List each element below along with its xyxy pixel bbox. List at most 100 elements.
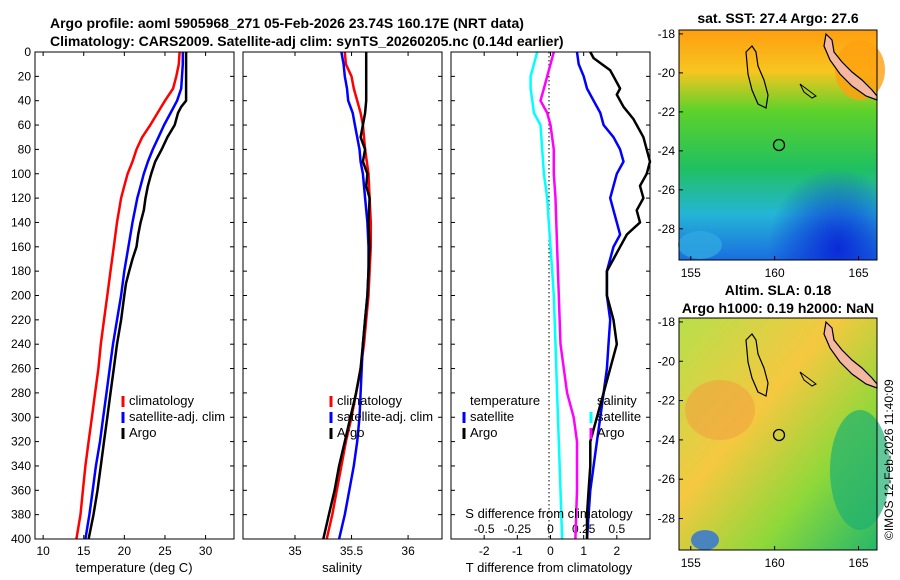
depth-tick-label: 100: [11, 167, 31, 181]
temperature-tick-labels: 10 15 20 25 30: [35, 51, 234, 558]
t-difference-xlabel: T difference from climatology: [466, 560, 633, 575]
coastline-islet: [799, 371, 817, 387]
s-difference-xlabel: S difference from climatology: [465, 506, 633, 521]
x-tick-label: 35: [288, 544, 302, 558]
sla-map-frame: [678, 317, 878, 551]
x-tick-label: 10: [36, 544, 50, 558]
lon-tick-label: 165: [849, 556, 869, 570]
sla-map-panel: Altim. SLA: 0.18 Argo h1000: 0.19 h2000:…: [658, 282, 890, 570]
series-satellite-adj-clim: [84, 52, 185, 540]
series-s-satellite-clim: [539, 51, 579, 540]
lat-tick-label: -20: [658, 66, 676, 80]
coastline-island: [745, 45, 769, 109]
temperature-legend: climatology satellite-adj. clim Argo: [121, 393, 225, 440]
lon-tick-label: 160: [765, 266, 785, 280]
sst-lon-labels: 155 160 165: [681, 256, 869, 280]
salinity-xlabel: salinity: [322, 560, 362, 575]
s-diff-tick-label: 0.25: [572, 522, 596, 536]
depth-tick-label: 80: [18, 142, 32, 156]
lat-tick-label: -28: [658, 512, 676, 526]
series-climatology: [325, 51, 373, 540]
difference-axes-frame: [450, 51, 651, 540]
lat-tick-label: -20: [658, 354, 676, 368]
x-tick-label: 15: [77, 544, 91, 558]
lat-tick-label: -26: [658, 472, 676, 486]
depth-tick-labels: 0 20 40 60 80 100 120 140 160 180 200 220 240 260 280 3…: [11, 45, 31, 546]
salinity-tick-labels: 35 35.5 36: [243, 51, 442, 558]
depth-tick-label: 240: [11, 337, 31, 351]
salinity-axes-frame: [242, 51, 443, 540]
x-tick-label: -1: [512, 544, 523, 558]
series-t-satellite-clim: [529, 51, 564, 540]
imos-credit: ©IMOS 12-Feb-2026 11:40:09: [882, 379, 896, 540]
sla-lon-labels: 155 160 165: [681, 546, 869, 570]
sla-high-patch: [685, 380, 755, 440]
lat-tick-label: -28: [658, 222, 676, 236]
depth-tick-label: 40: [18, 94, 32, 108]
legend-t-argo-label: Argo: [470, 425, 497, 440]
x-tick-label: 25: [158, 544, 172, 558]
depth-tick-label: 140: [11, 215, 31, 229]
depth-tick-label: 320: [11, 435, 31, 449]
legend-climatology-label: climatology: [129, 393, 195, 408]
legend-climatology-label: climatology: [337, 393, 403, 408]
lat-tick-label: -26: [658, 183, 676, 197]
depth-tick-label: 300: [11, 410, 31, 424]
figure-title-line2: Climatology: CARS2009. Satellite-adj cli…: [50, 33, 564, 49]
sla-map-title-line1: Altim. SLA: 0.18: [725, 282, 832, 298]
x-tick-label: 30: [199, 544, 213, 558]
legend-salinity-title: salinity: [597, 393, 637, 408]
depth-tick-label: 0: [24, 45, 31, 59]
legend-temperature-title: temperature: [470, 393, 540, 408]
coastline-island: [745, 333, 769, 397]
sst-warm-patch: [835, 40, 885, 100]
lat-tick-label: -18: [658, 315, 676, 329]
salinity-lines: [322, 51, 373, 540]
temperature-xlabel: temperature (deg C): [75, 560, 192, 575]
sla-map-title-line2: Argo h1000: 0.19 h2000: NaN: [682, 300, 874, 316]
depth-tick-label: 60: [18, 118, 32, 132]
x-tick-label: 1: [580, 544, 587, 558]
coastline-islet: [799, 83, 817, 99]
x-tick-label: 2: [613, 544, 620, 558]
lat-tick-label: -18: [658, 27, 676, 41]
depth-tick-label: 200: [11, 289, 31, 303]
argo-location-circle: [772, 428, 786, 442]
s-diff-tick-label: 0: [547, 522, 554, 536]
difference-lines: [529, 51, 652, 540]
argo-location-circle: [772, 138, 786, 152]
x-tick-label: 36: [401, 544, 415, 558]
s-difference-tick-labels: -0.5 -0.25 0 0.25 0.5: [474, 522, 626, 536]
sst-map-frame: [678, 29, 878, 261]
depth-tick-label: 120: [11, 191, 31, 205]
legend-argo-label: Argo: [129, 425, 156, 440]
sst-cool-patch: [678, 231, 722, 259]
s-diff-tick-label: 0.5: [608, 522, 625, 536]
sla-deep-patch: [691, 530, 719, 550]
difference-panel: -2 -1 0 1 2 -0.5 -0.25 0 0.25 0.5 T difference f…: [450, 51, 652, 575]
sst-map-panel: sat. SST: 27.4 Argo: 27.6 155 160 165 -18 -…: [658, 10, 885, 280]
depth-tick-label: 180: [11, 264, 31, 278]
depth-tick-label: 20: [18, 69, 32, 83]
legend-satellite-label: satellite-adj. clim: [129, 409, 225, 424]
series-t-argo-clim: [575, 51, 625, 540]
depth-tick-label: 380: [11, 508, 31, 522]
s-diff-tick-label: -0.5: [474, 522, 495, 536]
depth-tick-label: 280: [11, 386, 31, 400]
x-tick-label: -2: [479, 544, 490, 558]
x-tick-label: 20: [118, 544, 132, 558]
lon-tick-label: 165: [849, 266, 869, 280]
s-diff-tick-label: -0.25: [504, 522, 532, 536]
lon-tick-label: 155: [681, 266, 701, 280]
sla-lat-labels: -18 -20 -22 -24 -26 -28: [658, 315, 683, 526]
lat-tick-label: -24: [658, 433, 676, 447]
series-argo: [87, 52, 188, 540]
legend-t-satellite-label: satellite: [470, 409, 514, 424]
temperature-lines: [75, 51, 188, 540]
lon-tick-label: 155: [681, 556, 701, 570]
lon-tick-label: 160: [765, 556, 785, 570]
sst-map-title: sat. SST: 27.4 Argo: 27.6: [697, 10, 859, 26]
lat-tick-label: -24: [658, 144, 676, 158]
series-climatology: [75, 51, 181, 540]
